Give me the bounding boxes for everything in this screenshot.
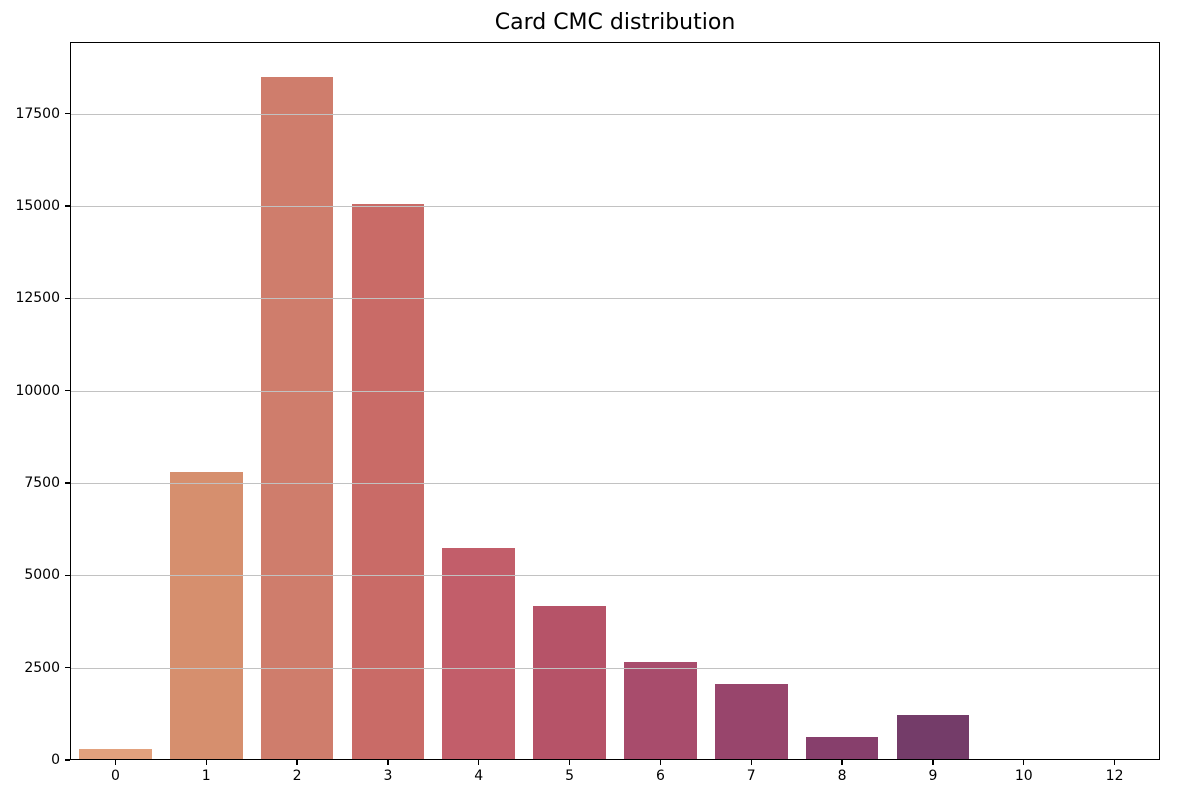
- xtick-mark-3: [387, 760, 389, 765]
- xtick-label-5: 5: [565, 768, 575, 784]
- ytick-label-0: 0: [51, 752, 60, 768]
- xtick-mark-2: [296, 760, 298, 765]
- xtick-label-9: 9: [928, 768, 938, 784]
- bars-layer: [70, 42, 1160, 760]
- bar-cmc-6: [624, 661, 697, 760]
- ytick-label-5000: 5000: [24, 567, 60, 584]
- ytick-mark-17500: [65, 113, 70, 115]
- xtick-label-3: 3: [383, 768, 393, 784]
- xtick-mark-8: [841, 760, 843, 765]
- bar-cmc-3: [351, 204, 425, 760]
- ytick-mark-10000: [65, 390, 70, 392]
- ytick-label-15000: 15000: [15, 197, 60, 214]
- xtick-mark-12: [1113, 760, 1116, 765]
- xtick-mark-6: [659, 760, 661, 765]
- ytick-label-7500: 7500: [24, 474, 60, 491]
- xtick-mark-0: [114, 760, 116, 765]
- bar-cmc-5: [533, 606, 606, 760]
- bar-cmc-7: [714, 684, 788, 760]
- xtick-label-1: 1: [201, 768, 211, 784]
- ytick-mark-12500: [65, 297, 70, 299]
- bar-cmc-8: [805, 737, 879, 760]
- xtick-label-2: 2: [292, 768, 302, 784]
- chart-title: Card CMC distribution: [494, 10, 736, 35]
- xtick-label-12: 12: [1105, 768, 1124, 784]
- ytick-mark-5000: [65, 574, 70, 576]
- ytick-label-12500: 12500: [15, 290, 60, 307]
- xtick-label-8: 8: [837, 768, 847, 784]
- ytick-mark-2500: [65, 667, 70, 669]
- xtick-label-10: 10: [1014, 768, 1033, 784]
- xtick-mark-10: [1023, 760, 1025, 765]
- xtick-label-4: 4: [474, 768, 484, 784]
- xtick-mark-9: [932, 760, 934, 765]
- xtick-mark-4: [478, 760, 480, 765]
- xtick-label-7: 7: [746, 768, 756, 784]
- ytick-mark-15000: [65, 205, 70, 207]
- xtick-mark-1: [205, 760, 207, 765]
- bar-cmc-9: [896, 715, 970, 760]
- ytick-label-17500: 17500: [15, 105, 60, 122]
- ytick-mark-7500: [65, 482, 70, 484]
- xtick-mark-7: [750, 760, 752, 765]
- ytick-mark-0: [65, 759, 70, 761]
- plot-area: [70, 42, 1160, 760]
- bar-cmc-1: [169, 471, 243, 760]
- xtick-label-6: 6: [655, 768, 665, 784]
- ytick-label-2500: 2500: [24, 659, 60, 676]
- bar-cmc-2: [260, 77, 334, 760]
- bar-cmc-0: [79, 748, 152, 760]
- bar-cmc-4: [442, 547, 516, 760]
- xtick-label-0: 0: [110, 768, 120, 784]
- xtick-mark-5: [568, 760, 571, 765]
- ytick-label-10000: 10000: [15, 382, 60, 399]
